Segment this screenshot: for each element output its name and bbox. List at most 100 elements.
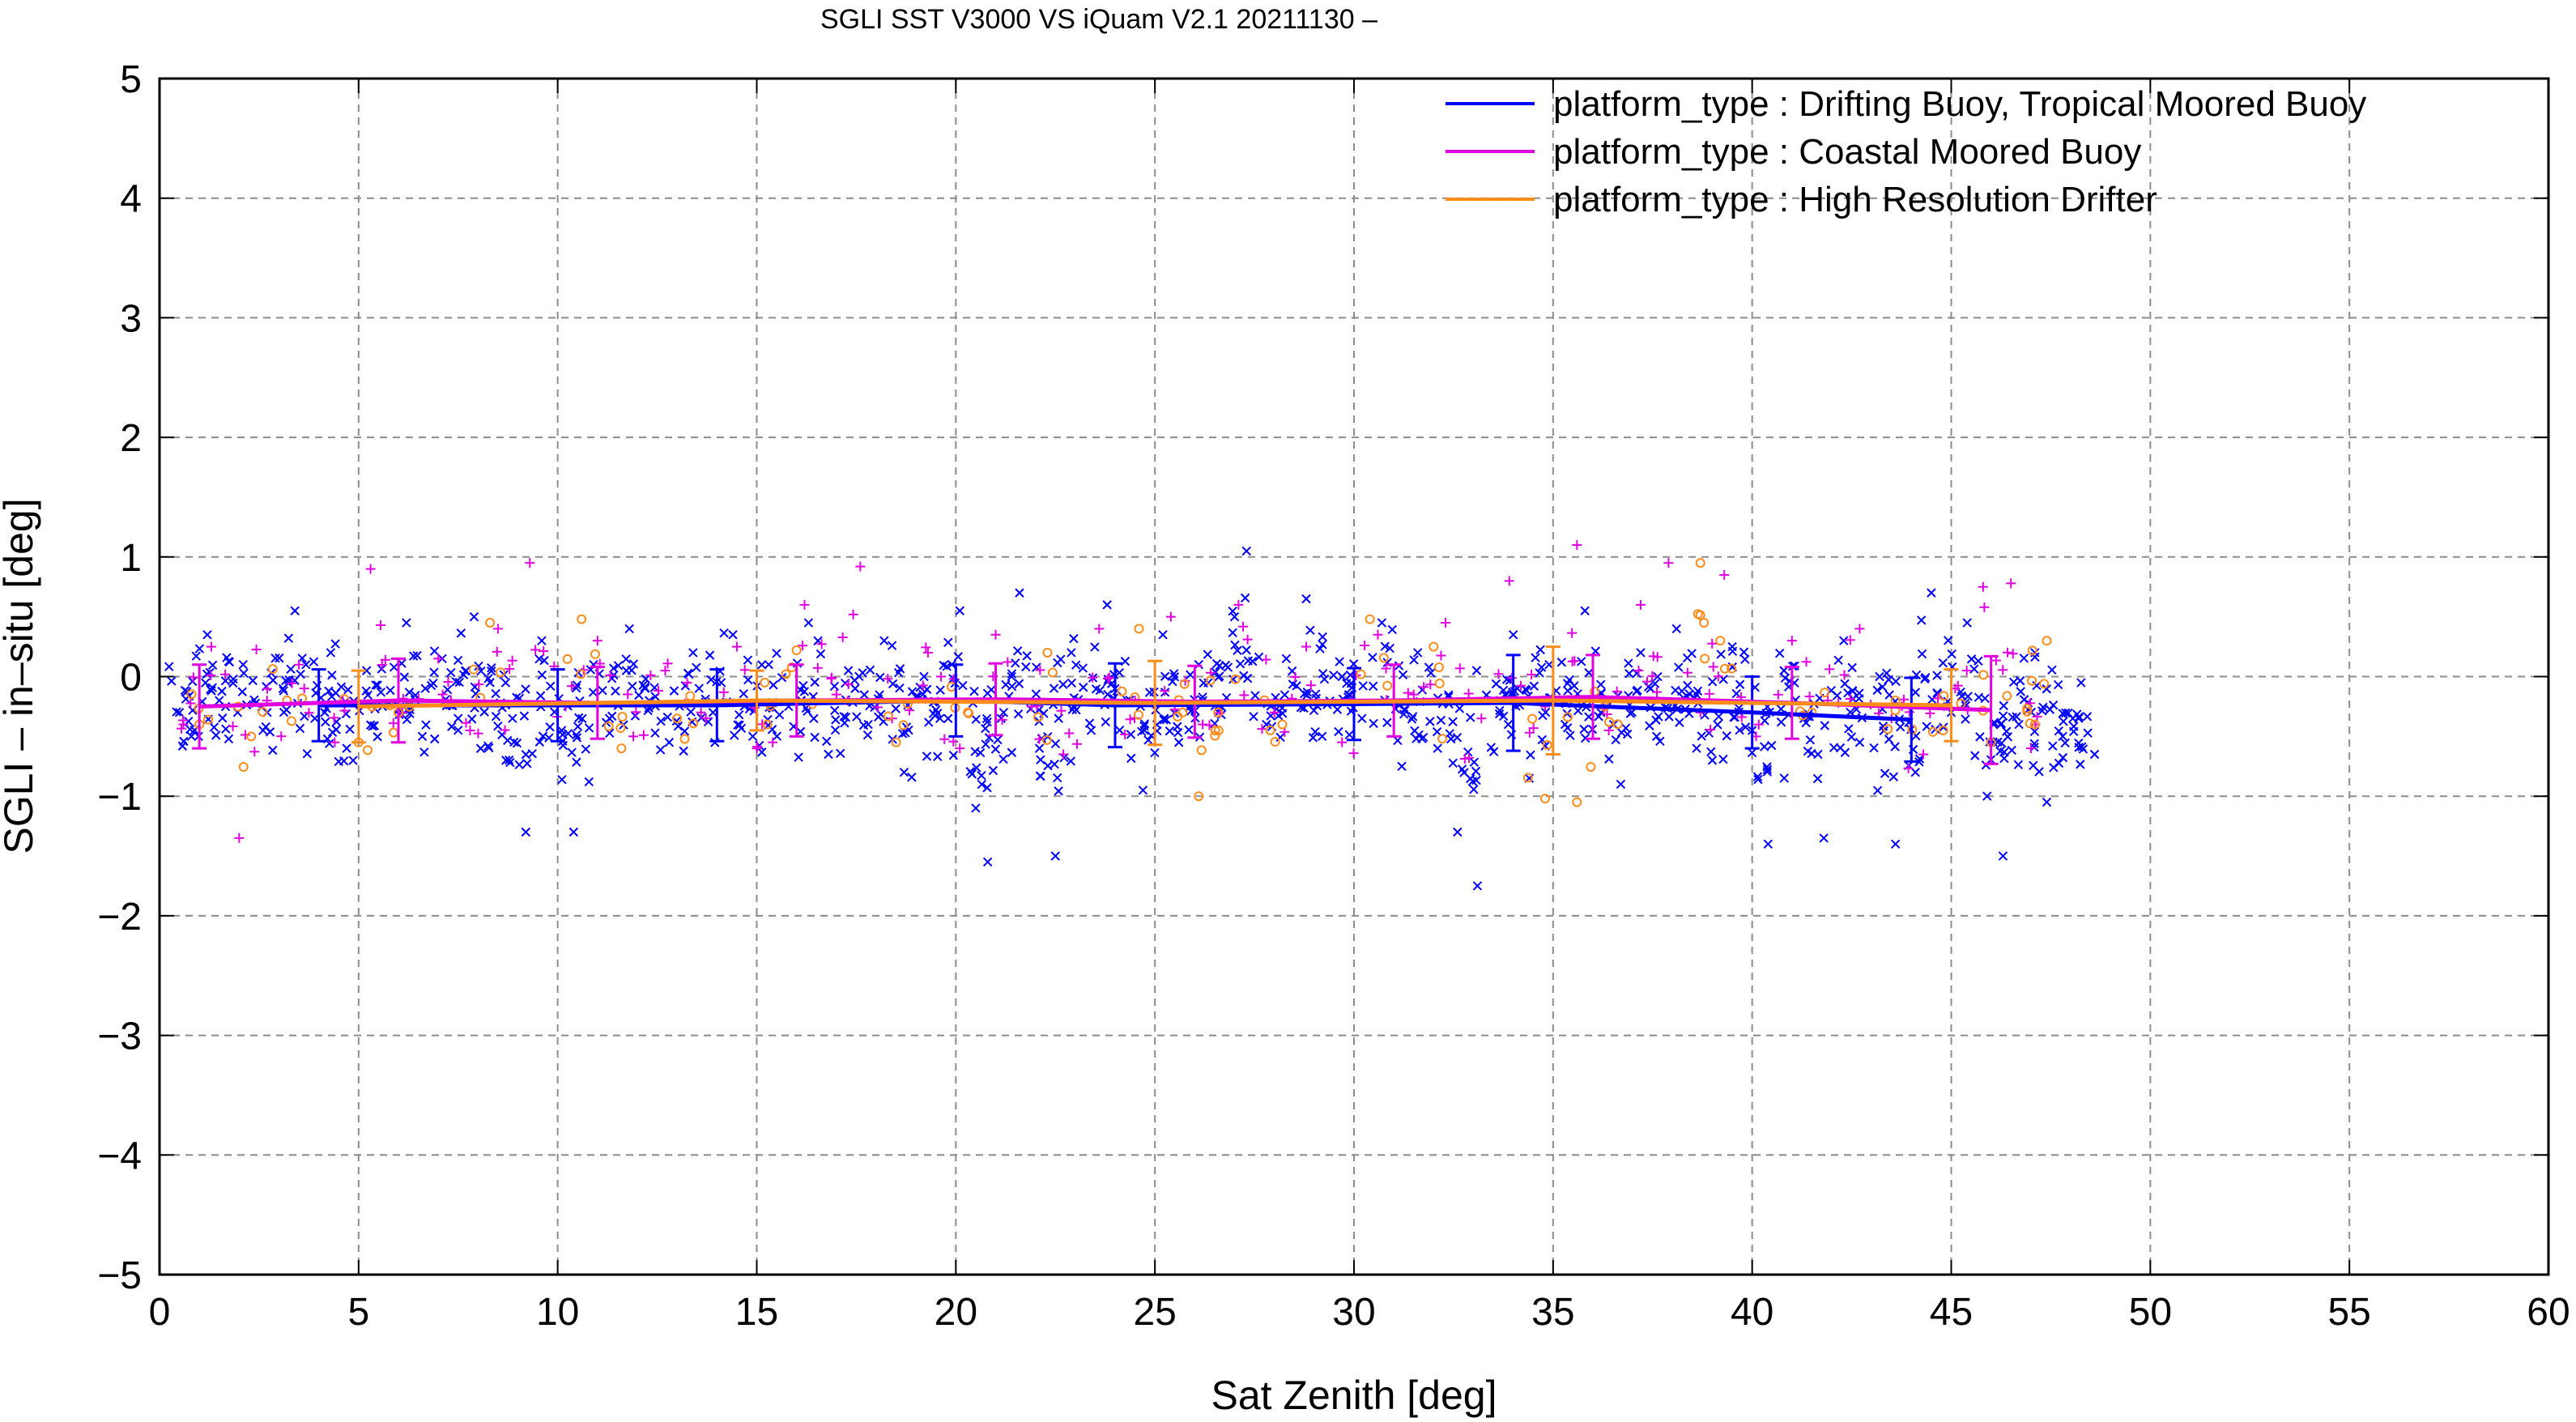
y-axis-label: SGLI – in–situ [deg] xyxy=(0,498,41,854)
data-point xyxy=(539,646,549,657)
data-point xyxy=(1310,726,1320,737)
data-point xyxy=(1433,662,1444,672)
data-point xyxy=(246,731,257,742)
data-point xyxy=(484,743,494,753)
data-point xyxy=(567,747,577,757)
data-point xyxy=(262,683,272,694)
data-point xyxy=(283,633,294,643)
data-point xyxy=(1050,759,1059,769)
data-point xyxy=(267,664,278,675)
data-point xyxy=(577,614,587,624)
data-point xyxy=(624,624,634,634)
data-point xyxy=(174,708,185,717)
data-point xyxy=(1382,717,1392,727)
data-point xyxy=(939,660,948,671)
data-point xyxy=(217,686,227,696)
data-point xyxy=(617,712,628,722)
data-point xyxy=(1586,761,1596,772)
data-point xyxy=(1173,711,1183,722)
data-point xyxy=(465,725,475,735)
error-bar xyxy=(988,662,1003,737)
data-point xyxy=(443,677,453,688)
data-point xyxy=(167,676,177,686)
data-point xyxy=(1013,709,1024,719)
legend: platform_type : Drifting Buoy, Tropical … xyxy=(1446,84,2366,219)
data-point xyxy=(1424,662,1434,672)
data-point xyxy=(1612,686,1622,696)
data-point xyxy=(1565,730,1575,740)
x-tick-label: 50 xyxy=(2129,1291,2172,1334)
data-point xyxy=(1139,726,1149,735)
data-point xyxy=(1786,636,1797,646)
data-point xyxy=(1844,724,1854,734)
data-point xyxy=(936,671,947,682)
data-point xyxy=(1453,827,1463,837)
x-tick-label: 10 xyxy=(536,1291,579,1334)
data-point xyxy=(1695,610,1705,620)
data-point xyxy=(1072,739,1083,749)
data-point xyxy=(469,611,479,622)
data-point xyxy=(1612,719,1623,730)
data-point xyxy=(1995,746,2005,756)
data-point xyxy=(1824,664,1835,675)
data-point xyxy=(1031,689,1041,699)
data-point xyxy=(1348,659,1359,669)
data-point xyxy=(1692,743,1701,753)
data-point xyxy=(1348,748,1359,759)
data-point xyxy=(1925,708,1935,718)
data-point xyxy=(1299,688,1309,699)
data-point xyxy=(258,707,268,717)
data-point xyxy=(1134,624,1144,634)
data-point xyxy=(1436,715,1446,726)
data-point xyxy=(822,736,832,747)
data-point xyxy=(1572,797,1582,807)
data-point xyxy=(875,690,884,700)
data-point xyxy=(2061,708,2071,718)
data-point xyxy=(1317,731,1327,742)
data-point xyxy=(330,639,340,649)
data-point xyxy=(1403,688,1413,698)
data-point xyxy=(1014,679,1024,688)
x-tick-label: 45 xyxy=(1930,1291,1973,1334)
data-point xyxy=(605,670,615,680)
data-point xyxy=(1722,731,1732,741)
data-point xyxy=(535,691,546,700)
data-point xyxy=(816,639,827,649)
data-point xyxy=(809,713,819,723)
data-point xyxy=(1735,725,1744,735)
data-point xyxy=(1526,750,1535,760)
data-point xyxy=(730,730,739,740)
x-tick-label: 5 xyxy=(347,1291,369,1334)
data-point xyxy=(248,675,258,686)
data-point xyxy=(474,679,484,690)
data-point xyxy=(1102,600,1112,610)
data-point xyxy=(176,723,186,734)
data-point xyxy=(1290,672,1301,683)
data-point xyxy=(768,737,778,747)
data-point xyxy=(1801,657,1812,667)
y-tick-label: 1 xyxy=(120,537,142,580)
data-point xyxy=(1735,679,1745,689)
data-point xyxy=(1007,681,1017,692)
data-point xyxy=(1895,722,1905,732)
data-point xyxy=(1677,686,1687,696)
data-point xyxy=(1269,707,1279,717)
data-point xyxy=(1974,656,1983,666)
data-point xyxy=(1469,785,1479,794)
data-point xyxy=(507,655,517,666)
legend-label-high-res: platform_type : High Resolution Drifter xyxy=(1553,180,2157,219)
data-point xyxy=(953,652,963,662)
data-point xyxy=(1126,730,1136,739)
data-point xyxy=(1803,746,1813,756)
data-point xyxy=(708,708,718,717)
data-point xyxy=(1773,689,1783,700)
data-point xyxy=(1647,671,1658,681)
data-point xyxy=(627,665,637,675)
data-point xyxy=(1213,707,1224,717)
data-point xyxy=(2054,758,2064,768)
data-point xyxy=(1069,633,1079,644)
data-point xyxy=(2015,675,2025,686)
data-point xyxy=(1969,664,1979,674)
data-point xyxy=(1095,685,1105,696)
data-point xyxy=(1241,546,1251,556)
